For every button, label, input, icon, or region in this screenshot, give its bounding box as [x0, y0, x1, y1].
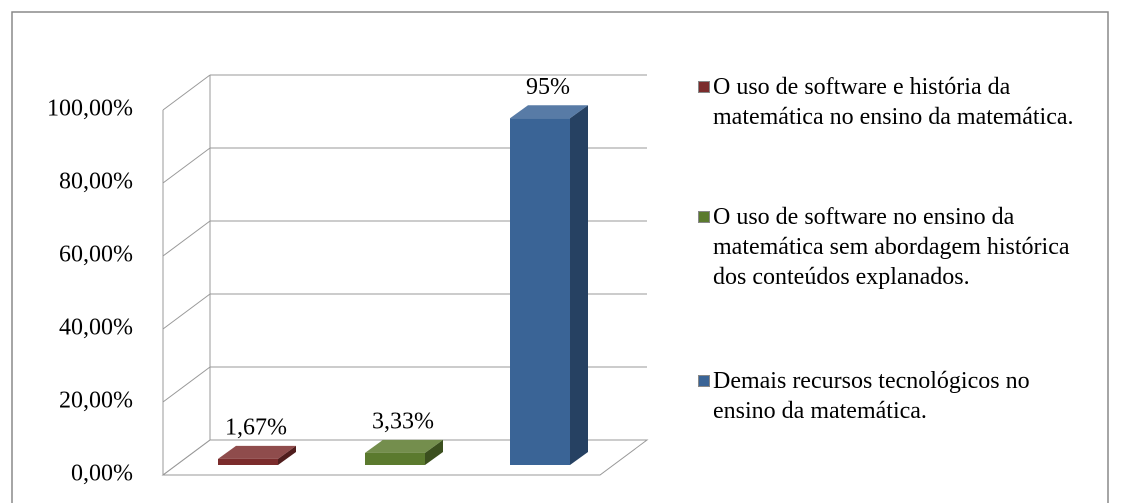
- legend-label: O uso de software no ensino da matemátic…: [713, 204, 1070, 290]
- bar-top: [510, 105, 588, 119]
- data-label: 1,67%: [225, 414, 287, 440]
- legend-item: O uso de software e história da matemáti…: [698, 72, 1098, 132]
- legend-swatch: [698, 375, 710, 387]
- data-label: 3,33%: [372, 408, 434, 434]
- bar-side: [570, 105, 588, 465]
- y-tick-label: 40,00%: [59, 315, 133, 341]
- data-label: 95%: [526, 74, 570, 100]
- grid-line-side: [162, 293, 211, 330]
- legend-swatch: [698, 211, 710, 223]
- legend-item: Demais recursos tecnológicos no ensino d…: [698, 366, 1098, 426]
- legend-label: O uso de software e história da matemáti…: [713, 74, 1074, 130]
- bar-top: [218, 445, 296, 459]
- y-tick-label: 20,00%: [59, 388, 133, 414]
- y-tick-label: 60,00%: [59, 242, 133, 268]
- grid-line-side: [162, 220, 211, 257]
- grid-line-side: [162, 366, 211, 403]
- legend-swatch: [698, 81, 710, 93]
- grid-line-side: [162, 74, 211, 111]
- grid-line-side: [162, 147, 211, 184]
- legend-label: Demais recursos tecnológicos no ensino d…: [713, 368, 1030, 424]
- bar: [365, 452, 425, 465]
- y-tick-label: 100,00%: [47, 96, 133, 122]
- bar-side: [425, 439, 443, 465]
- y-tick-label: 0,00%: [71, 461, 133, 487]
- legend-item: O uso de software no ensino da matemátic…: [698, 202, 1098, 292]
- bar-side: [278, 445, 296, 465]
- chart-border: [11, 11, 1109, 503]
- bar: [510, 118, 570, 465]
- bar-top: [365, 439, 443, 453]
- y-tick-label: 80,00%: [59, 169, 133, 195]
- bar: [218, 458, 278, 465]
- grid-line-side: [162, 439, 211, 476]
